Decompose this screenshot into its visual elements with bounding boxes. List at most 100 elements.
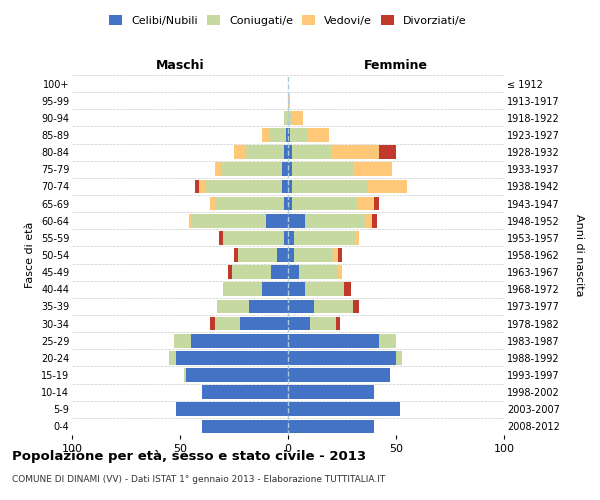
- Text: COMUNE DI DINAMI (VV) - Dati ISTAT 1° gennaio 2013 - Elaborazione TUTTITALIA.IT: COMUNE DI DINAMI (VV) - Dati ISTAT 1° ge…: [12, 475, 385, 484]
- Legend: Celibi/Nubili, Coniugati/e, Vedovi/e, Divorziati/e: Celibi/Nubili, Coniugati/e, Vedovi/e, Di…: [105, 10, 471, 30]
- Bar: [215, 316, 241, 330]
- Bar: [295, 231, 355, 244]
- Bar: [281, 162, 288, 176]
- Bar: [310, 316, 335, 330]
- Bar: [372, 214, 377, 228]
- Bar: [305, 282, 344, 296]
- Bar: [368, 180, 407, 194]
- Bar: [288, 146, 292, 159]
- Bar: [299, 266, 338, 279]
- Bar: [215, 162, 221, 176]
- Bar: [232, 266, 271, 279]
- Bar: [266, 214, 288, 228]
- Bar: [277, 248, 288, 262]
- Bar: [288, 128, 290, 142]
- Bar: [374, 196, 379, 210]
- Bar: [288, 94, 290, 108]
- Bar: [335, 316, 340, 330]
- Bar: [169, 351, 176, 364]
- Bar: [292, 180, 368, 194]
- Bar: [223, 231, 284, 244]
- Bar: [288, 196, 292, 210]
- Bar: [262, 282, 288, 296]
- Bar: [173, 334, 191, 347]
- Bar: [245, 146, 284, 159]
- Bar: [284, 231, 288, 244]
- Bar: [210, 316, 215, 330]
- Bar: [288, 420, 374, 434]
- Bar: [292, 162, 353, 176]
- Bar: [338, 248, 342, 262]
- Bar: [288, 180, 292, 194]
- Bar: [288, 214, 305, 228]
- Bar: [221, 162, 281, 176]
- Bar: [187, 368, 288, 382]
- Bar: [396, 351, 403, 364]
- Bar: [227, 266, 232, 279]
- Bar: [314, 300, 353, 314]
- Bar: [288, 351, 396, 364]
- Y-axis label: Fasce di età: Fasce di età: [25, 222, 35, 288]
- Bar: [357, 196, 374, 210]
- Bar: [288, 402, 400, 416]
- Bar: [305, 214, 366, 228]
- Bar: [223, 282, 262, 296]
- Bar: [288, 111, 292, 124]
- Bar: [215, 196, 284, 210]
- Bar: [249, 300, 288, 314]
- Bar: [217, 300, 249, 314]
- Bar: [269, 128, 286, 142]
- Bar: [188, 214, 191, 228]
- Bar: [355, 231, 359, 244]
- Text: Femmine: Femmine: [364, 58, 428, 71]
- Bar: [288, 282, 305, 296]
- Bar: [292, 146, 331, 159]
- Bar: [288, 266, 299, 279]
- Bar: [176, 351, 288, 364]
- Bar: [234, 248, 238, 262]
- Bar: [281, 180, 288, 194]
- Bar: [219, 231, 223, 244]
- Bar: [334, 248, 338, 262]
- Bar: [199, 180, 206, 194]
- Bar: [176, 402, 288, 416]
- Bar: [353, 162, 392, 176]
- Bar: [288, 300, 314, 314]
- Bar: [206, 180, 281, 194]
- Bar: [195, 180, 199, 194]
- Bar: [344, 282, 350, 296]
- Text: Maschi: Maschi: [155, 58, 205, 71]
- Bar: [286, 128, 288, 142]
- Bar: [338, 266, 342, 279]
- Bar: [202, 420, 288, 434]
- Bar: [238, 248, 277, 262]
- Y-axis label: Anni di nascita: Anni di nascita: [574, 214, 584, 296]
- Bar: [379, 146, 396, 159]
- Bar: [262, 128, 269, 142]
- Bar: [284, 146, 288, 159]
- Bar: [379, 334, 396, 347]
- Bar: [331, 146, 379, 159]
- Bar: [191, 214, 266, 228]
- Bar: [184, 368, 187, 382]
- Bar: [241, 316, 288, 330]
- Bar: [290, 128, 307, 142]
- Bar: [288, 248, 295, 262]
- Bar: [288, 316, 310, 330]
- Bar: [366, 214, 372, 228]
- Bar: [288, 368, 389, 382]
- Bar: [288, 334, 379, 347]
- Bar: [234, 146, 245, 159]
- Bar: [353, 300, 359, 314]
- Bar: [284, 196, 288, 210]
- Bar: [288, 386, 374, 399]
- Bar: [191, 334, 288, 347]
- Bar: [202, 386, 288, 399]
- Text: Popolazione per età, sesso e stato civile - 2013: Popolazione per età, sesso e stato civil…: [12, 450, 366, 463]
- Bar: [292, 196, 357, 210]
- Bar: [210, 196, 215, 210]
- Bar: [288, 231, 295, 244]
- Bar: [288, 162, 292, 176]
- Bar: [295, 248, 334, 262]
- Bar: [284, 111, 288, 124]
